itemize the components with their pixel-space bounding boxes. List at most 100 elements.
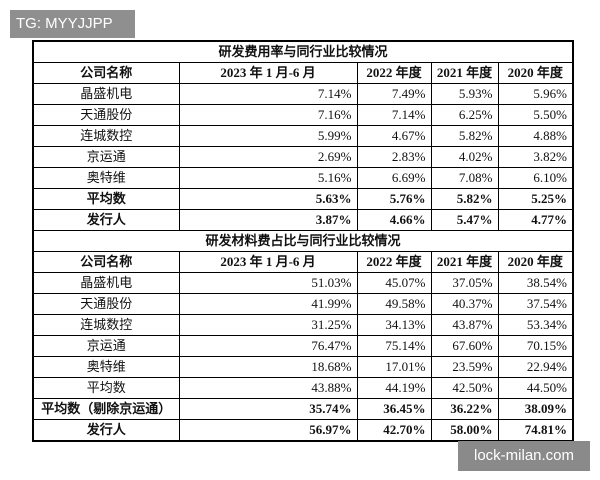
value-cell: 44.19% bbox=[356, 377, 432, 399]
company-name: 京运通 bbox=[32, 335, 180, 357]
value-cell: 4.02% bbox=[430, 146, 499, 168]
value-cell: 31.25% bbox=[178, 314, 358, 336]
company-name: 连城数控 bbox=[32, 314, 180, 336]
value-cell: 67.60% bbox=[430, 335, 499, 357]
data-row: 奥特维 5.16% 6.69% 7.08% 6.10% bbox=[32, 167, 574, 189]
section-title-row: 研发费用率与同行业比较情况 bbox=[32, 40, 574, 63]
comparison-table: 研发费用率与同行业比较情况 公司名称 2023 年 1 月-6 月 2022 年度 20… bbox=[32, 40, 574, 442]
value-cell: 5.47% bbox=[430, 209, 499, 231]
data-row: 平均数（剔除京运通） 35.74% 36.45% 36.22% 38.09% bbox=[32, 398, 574, 420]
value-cell: 42.50% bbox=[430, 377, 499, 399]
value-cell: 5.82% bbox=[430, 188, 499, 210]
value-cell: 4.67% bbox=[356, 125, 432, 147]
value-cell: 5.93% bbox=[430, 83, 499, 105]
data-row: 京运通 76.47% 75.14% 67.60% 70.15% bbox=[32, 335, 574, 357]
header-cell: 公司名称 bbox=[32, 62, 180, 84]
value-cell: 7.49% bbox=[356, 83, 432, 105]
value-cell: 5.76% bbox=[356, 188, 432, 210]
section-title: 研发材料费占比与同行业比较情况 bbox=[32, 230, 574, 252]
header-cell: 2023 年 1 月-6 月 bbox=[178, 62, 358, 84]
value-cell: 23.59% bbox=[430, 356, 499, 378]
data-row: 京运通 2.69% 2.83% 4.02% 3.82% bbox=[32, 146, 574, 168]
company-name: 平均数 bbox=[32, 188, 180, 210]
value-cell: 70.15% bbox=[497, 335, 574, 357]
value-cell: 41.99% bbox=[178, 293, 358, 315]
data-row: 天通股份 7.16% 7.14% 6.25% 5.50% bbox=[32, 104, 574, 126]
value-cell: 22.94% bbox=[497, 356, 574, 378]
company-name: 发行人 bbox=[32, 419, 180, 442]
company-name: 平均数 bbox=[32, 377, 180, 399]
value-cell: 43.87% bbox=[430, 314, 499, 336]
data-row: 平均数 43.88% 44.19% 42.50% 44.50% bbox=[32, 377, 574, 399]
header-cell: 2022 年度 bbox=[356, 62, 432, 84]
value-cell: 53.34% bbox=[497, 314, 574, 336]
value-cell: 36.45% bbox=[356, 398, 432, 420]
value-cell: 6.10% bbox=[497, 167, 574, 189]
data-row: 发行人 3.87% 4.66% 5.47% 4.77% bbox=[32, 209, 574, 231]
value-cell: 42.70% bbox=[356, 419, 432, 442]
value-cell: 3.87% bbox=[178, 209, 358, 231]
value-cell: 5.50% bbox=[497, 104, 574, 126]
header-cell: 2021 年度 bbox=[430, 251, 499, 273]
value-cell: 18.68% bbox=[178, 356, 358, 378]
value-cell: 74.81% bbox=[497, 419, 574, 442]
company-name: 京运通 bbox=[32, 146, 180, 168]
value-cell: 76.47% bbox=[178, 335, 358, 357]
value-cell: 5.25% bbox=[497, 188, 574, 210]
value-cell: 37.54% bbox=[497, 293, 574, 315]
value-cell: 35.74% bbox=[178, 398, 358, 420]
value-cell: 2.69% bbox=[178, 146, 358, 168]
value-cell: 6.25% bbox=[430, 104, 499, 126]
value-cell: 5.16% bbox=[178, 167, 358, 189]
value-cell: 36.22% bbox=[430, 398, 499, 420]
section-title-row: 研发材料费占比与同行业比较情况 bbox=[32, 230, 574, 252]
data-row: 晶盛机电 51.03% 45.07% 37.05% 38.54% bbox=[32, 272, 574, 294]
header-cell: 2021 年度 bbox=[430, 62, 499, 84]
data-row: 发行人 56.97% 42.70% 58.00% 74.81% bbox=[32, 419, 574, 442]
company-name: 晶盛机电 bbox=[32, 83, 180, 105]
value-cell: 5.96% bbox=[497, 83, 574, 105]
value-cell: 3.82% bbox=[497, 146, 574, 168]
company-name: 天通股份 bbox=[32, 104, 180, 126]
header-cell: 2023 年 1 月-6 月 bbox=[178, 251, 358, 273]
watermark: TG: MYYJJPP bbox=[10, 10, 135, 38]
footer-watermark: lock-milan.com bbox=[458, 441, 590, 471]
value-cell: 38.54% bbox=[497, 272, 574, 294]
value-cell: 4.77% bbox=[497, 209, 574, 231]
company-name: 发行人 bbox=[32, 209, 180, 231]
value-cell: 43.88% bbox=[178, 377, 358, 399]
data-row: 平均数 5.63% 5.76% 5.82% 5.25% bbox=[32, 188, 574, 210]
header-row: 公司名称 2023 年 1 月-6 月 2022 年度 2021 年度 2020 年度 bbox=[32, 251, 574, 273]
value-cell: 49.58% bbox=[356, 293, 432, 315]
value-cell: 75.14% bbox=[356, 335, 432, 357]
value-cell: 45.07% bbox=[356, 272, 432, 294]
value-cell: 34.13% bbox=[356, 314, 432, 336]
company-name: 晶盛机电 bbox=[32, 272, 180, 294]
value-cell: 7.08% bbox=[430, 167, 499, 189]
data-row: 奥特维 18.68% 17.01% 23.59% 22.94% bbox=[32, 356, 574, 378]
section-title: 研发费用率与同行业比较情况 bbox=[32, 40, 574, 63]
value-cell: 2.83% bbox=[356, 146, 432, 168]
value-cell: 37.05% bbox=[430, 272, 499, 294]
value-cell: 44.50% bbox=[497, 377, 574, 399]
value-cell: 17.01% bbox=[356, 356, 432, 378]
data-row: 天通股份 41.99% 49.58% 40.37% 37.54% bbox=[32, 293, 574, 315]
header-cell: 2022 年度 bbox=[356, 251, 432, 273]
company-name: 平均数（剔除京运通） bbox=[32, 398, 180, 420]
value-cell: 51.03% bbox=[178, 272, 358, 294]
value-cell: 5.63% bbox=[178, 188, 358, 210]
value-cell: 6.69% bbox=[356, 167, 432, 189]
value-cell: 38.09% bbox=[497, 398, 574, 420]
data-row: 晶盛机电 7.14% 7.49% 5.93% 5.96% bbox=[32, 83, 574, 105]
company-name: 奥特维 bbox=[32, 356, 180, 378]
value-cell: 7.16% bbox=[178, 104, 358, 126]
value-cell: 4.88% bbox=[497, 125, 574, 147]
header-cell: 公司名称 bbox=[32, 251, 180, 273]
value-cell: 56.97% bbox=[178, 419, 358, 442]
data-row: 连城数控 31.25% 34.13% 43.87% 53.34% bbox=[32, 314, 574, 336]
header-cell: 2020 年度 bbox=[497, 251, 574, 273]
value-cell: 5.99% bbox=[178, 125, 358, 147]
header-cell: 2020 年度 bbox=[497, 62, 574, 84]
value-cell: 7.14% bbox=[178, 83, 358, 105]
